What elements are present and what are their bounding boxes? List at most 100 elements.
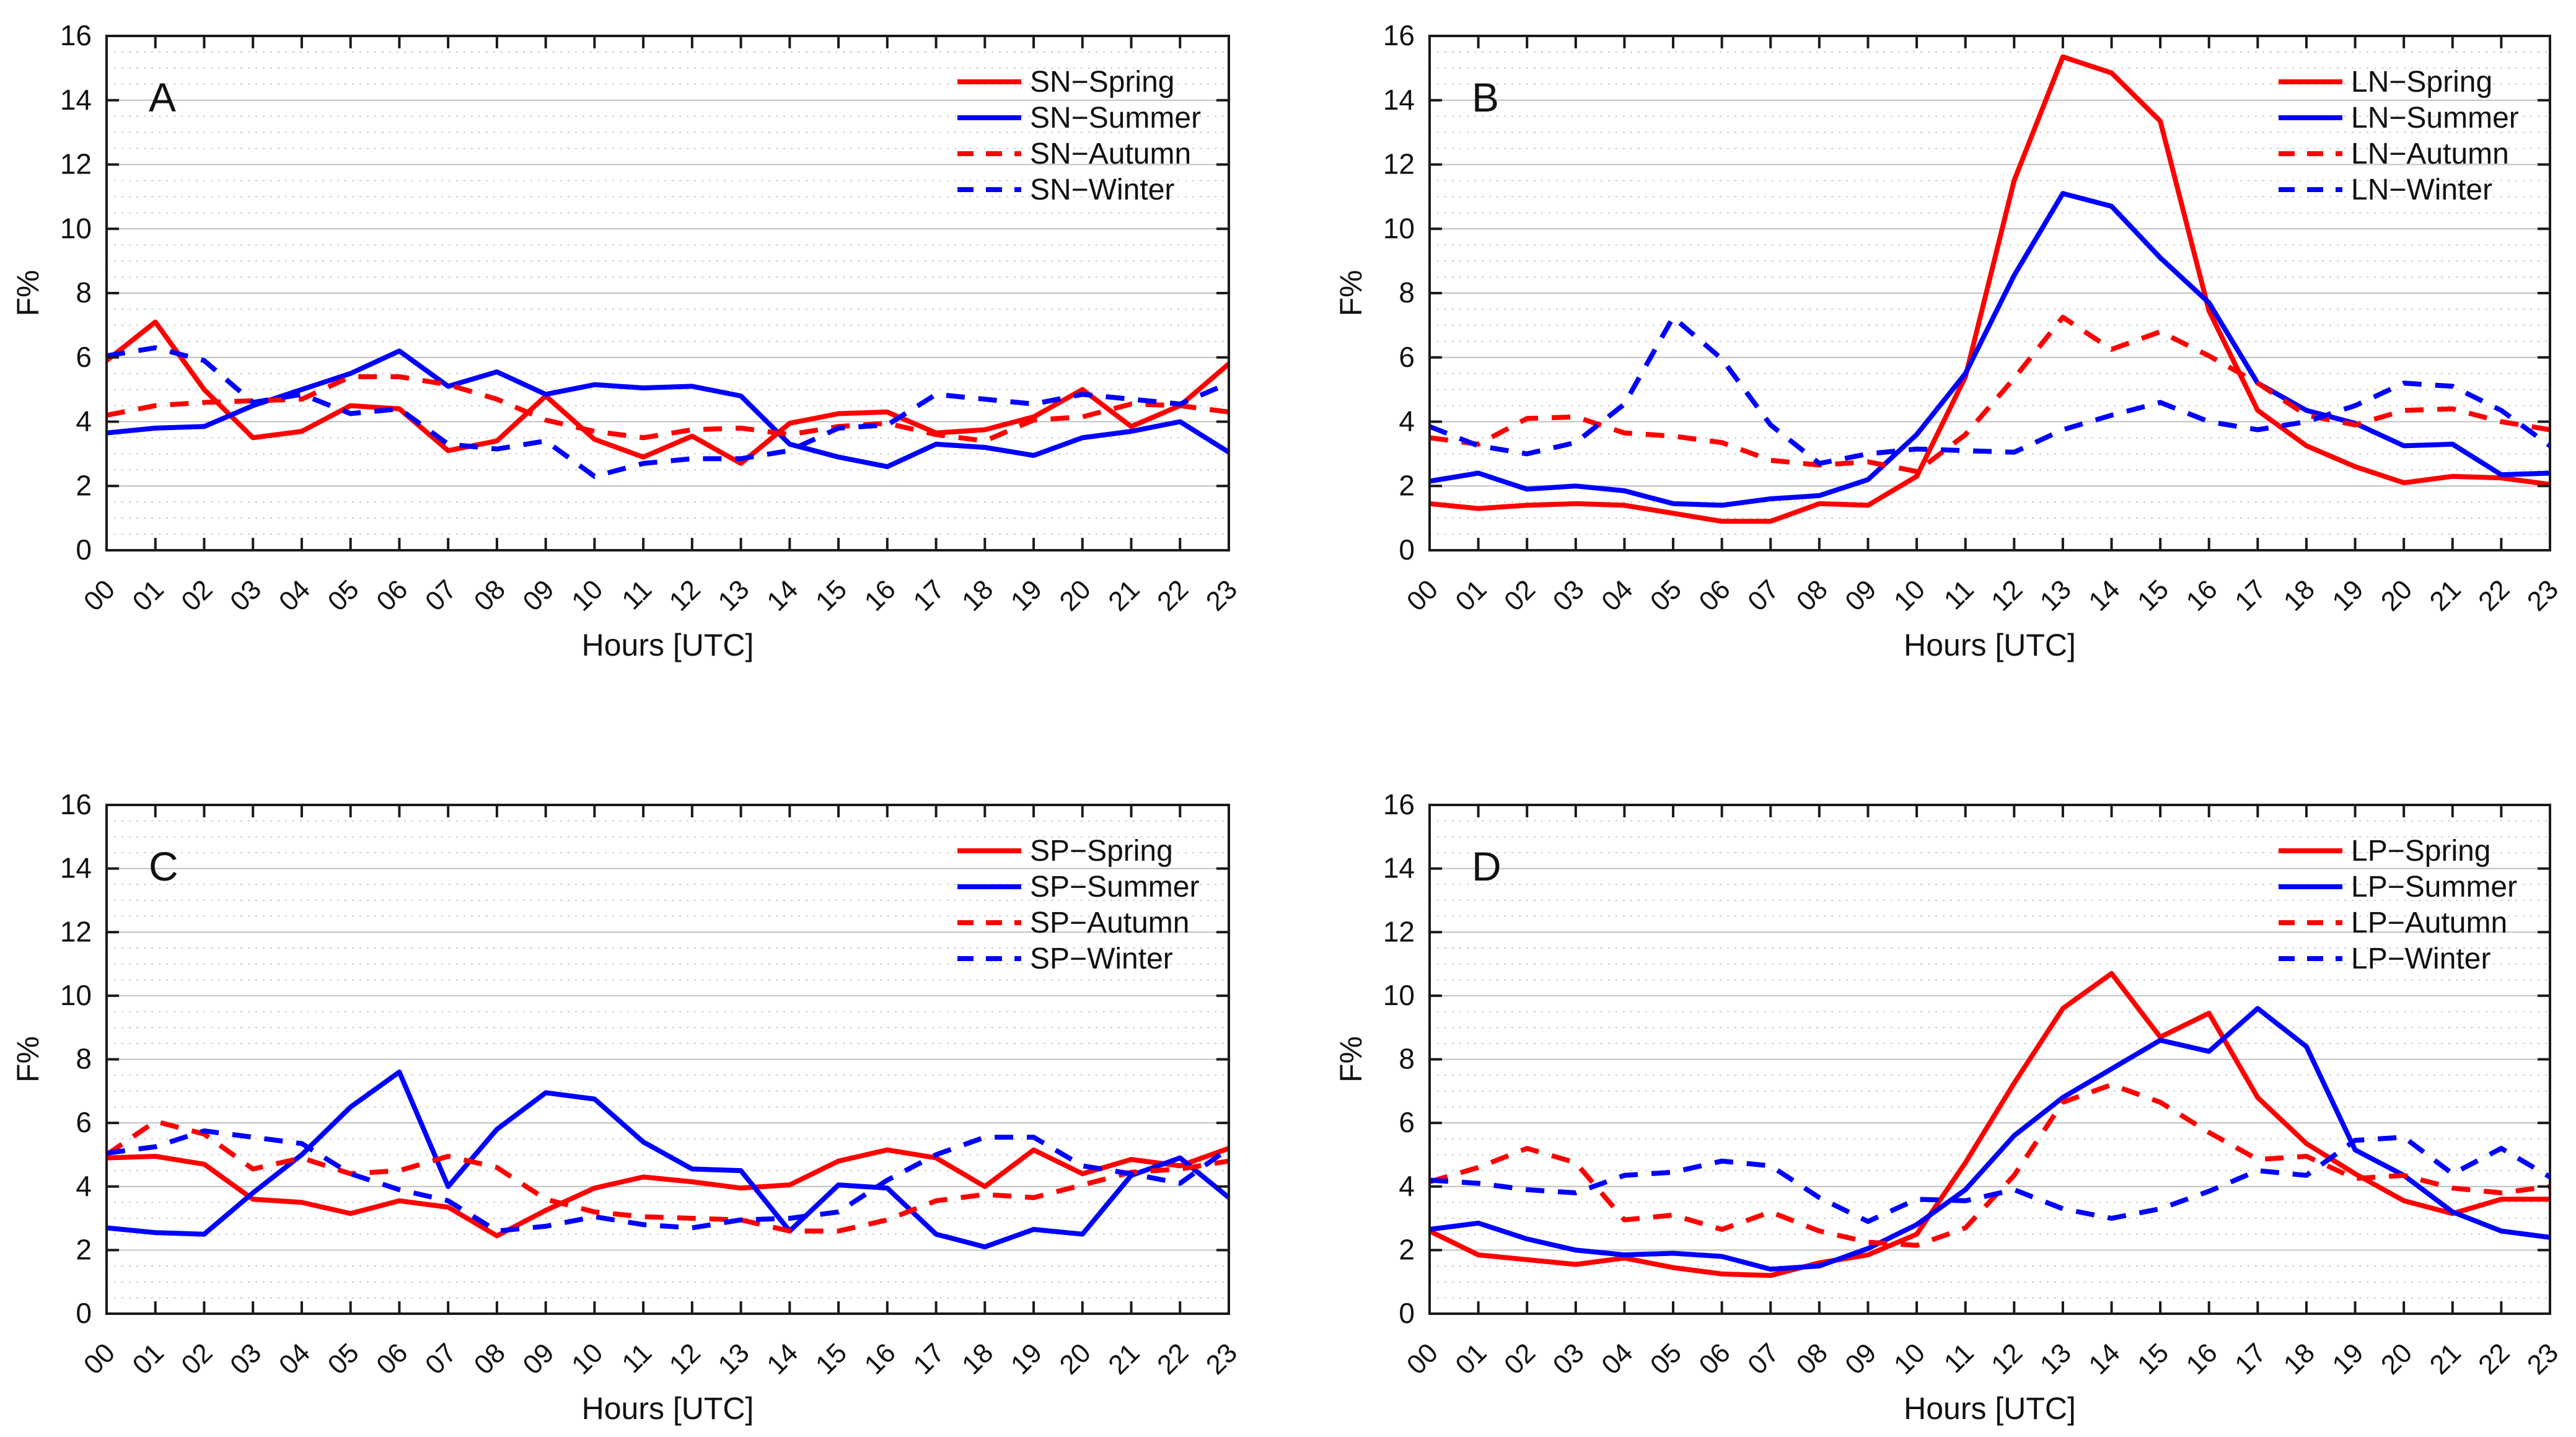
y-tick-label: 14 bbox=[1383, 84, 1415, 116]
x-tick-label: 06 bbox=[371, 574, 413, 617]
x-tick-label: 00 bbox=[78, 574, 121, 617]
y-tick-label: 6 bbox=[76, 1106, 92, 1138]
x-tick-label: 22 bbox=[1151, 574, 1194, 617]
legend-item-sn-summer: SN−Summer bbox=[957, 102, 1201, 134]
y-tick-label: 6 bbox=[76, 341, 92, 373]
legend-label: SN−Autumn bbox=[1030, 138, 1191, 170]
y-tick-label: 12 bbox=[60, 148, 92, 180]
series-line-ln-autumn bbox=[1429, 314, 2551, 474]
series-line-lp-winter bbox=[1429, 1135, 2552, 1224]
panel-a: 0 2 4 6 8 10 12 14 16 00 01 02 03 04 05 06 07 08 09 10 11 12 1… bbox=[0, 0, 1288, 719]
legend-item-sp-winter: SP−Winter bbox=[957, 943, 1173, 975]
x-tick-label: 10 bbox=[566, 574, 609, 617]
x-tick-label: 09 bbox=[1839, 574, 1882, 617]
x-tick-label: 19 bbox=[1005, 1337, 1048, 1380]
series-line-sn-winter bbox=[106, 345, 1230, 479]
x-tick-label: 16 bbox=[2181, 574, 2223, 617]
x-tick-label: 23 bbox=[2521, 574, 2564, 617]
series-line-sp-autumn bbox=[105, 1118, 1229, 1234]
series-line-ln-spring bbox=[1429, 54, 2551, 524]
x-tick-label: 17 bbox=[907, 574, 950, 617]
series-line-sn-spring bbox=[105, 319, 1231, 466]
x-tick-label: 06 bbox=[371, 1337, 413, 1380]
x-tick-label: 18 bbox=[2278, 1337, 2321, 1380]
x-tick-label: 23 bbox=[2521, 1337, 2564, 1380]
x-tick-label: 19 bbox=[1005, 574, 1048, 617]
x-tick-label: 09 bbox=[517, 574, 560, 617]
y-tick-label: 4 bbox=[1399, 405, 1415, 437]
x-tick-label: 13 bbox=[2034, 574, 2077, 617]
series-line-sp-spring bbox=[106, 1146, 1230, 1239]
legend-label: LN−Autumn bbox=[2351, 138, 2509, 170]
x-tick-label: 13 bbox=[712, 1337, 755, 1380]
legend-item-sn-winter: SN−Winter bbox=[957, 174, 1174, 206]
x-tick-label: 23 bbox=[1200, 574, 1243, 617]
y-axis-label: F% bbox=[11, 1036, 45, 1083]
x-axis-label: Hours [UTC] bbox=[1904, 1391, 2076, 1426]
x-tick-label: 10 bbox=[1888, 574, 1931, 617]
x-tick-label: 22 bbox=[2473, 1337, 2515, 1380]
legend-label: SP−Autumn bbox=[1030, 907, 1189, 939]
y-axis-label: F% bbox=[1334, 270, 1368, 317]
x-tick-label: 02 bbox=[1498, 574, 1541, 617]
x-tick-label: 16 bbox=[859, 1337, 902, 1380]
x-tick-label: 20 bbox=[2375, 1337, 2418, 1380]
x-tick-label: 03 bbox=[1547, 574, 1590, 617]
x-tick-label: 22 bbox=[1151, 1337, 1194, 1380]
legend-item-ln-summer: LN−Summer bbox=[2279, 102, 2519, 134]
x-tick-label: 08 bbox=[468, 1337, 511, 1380]
x-tick-label: 07 bbox=[420, 574, 462, 617]
y-tick-label: 0 bbox=[76, 1297, 92, 1329]
x-tick-label: 00 bbox=[1401, 1337, 1444, 1380]
y-tick-label: 10 bbox=[60, 212, 92, 244]
legend-item-ln-autumn: LN−Autumn bbox=[2279, 138, 2509, 170]
x-tick-label: 11 bbox=[1938, 1337, 1980, 1379]
legend-label: SP−Winter bbox=[1030, 943, 1173, 975]
y-axis-label: F% bbox=[1334, 1036, 1368, 1083]
x-tick-label: 12 bbox=[664, 1337, 706, 1380]
y-tick-label: 12 bbox=[1383, 148, 1415, 180]
x-axis-label: Hours [UTC] bbox=[582, 628, 754, 662]
x-tick-label: 04 bbox=[273, 1337, 316, 1380]
panel-letter-c: C bbox=[149, 843, 178, 889]
y-tick-label: 12 bbox=[1383, 915, 1415, 947]
legend-label: LN−Winter bbox=[2351, 174, 2492, 206]
y-tick-label: 14 bbox=[60, 852, 92, 884]
x-tick-label: 05 bbox=[322, 1337, 365, 1380]
y-tick-label: 4 bbox=[76, 1170, 92, 1202]
panel-letter-b: B bbox=[1472, 74, 1499, 120]
panel-b: 0 2 4 6 8 10 12 14 16 00 01 02 03 04 05 06 07 08 09 10 11 12 1… bbox=[1288, 0, 2576, 719]
x-tick-label: 02 bbox=[175, 574, 218, 617]
y-axis-label: F% bbox=[11, 270, 45, 317]
legend-item-sp-spring: SP−Spring bbox=[957, 835, 1173, 868]
y-tick-label: 16 bbox=[60, 788, 92, 820]
y-tick-label: 10 bbox=[60, 979, 92, 1011]
x-tick-label: 08 bbox=[1791, 1337, 1834, 1380]
y-tick-label: 6 bbox=[1399, 1106, 1415, 1138]
series-line-lp-summer bbox=[1429, 1006, 2551, 1272]
x-tick-label: 13 bbox=[712, 574, 755, 617]
x-tick-label: 15 bbox=[810, 574, 853, 617]
x-tick-label: 07 bbox=[1742, 574, 1785, 617]
x-tick-label: 21 bbox=[1102, 574, 1145, 617]
x-tick-label: 01 bbox=[127, 574, 170, 617]
x-tick-label: 06 bbox=[1693, 1337, 1736, 1380]
y-tick-label: 2 bbox=[1399, 1233, 1415, 1265]
y-tick-label: 10 bbox=[1383, 979, 1415, 1011]
x-tick-label: 09 bbox=[1839, 1337, 1882, 1380]
x-tick-label: 17 bbox=[907, 1337, 950, 1380]
x-tick-label: 03 bbox=[1547, 1337, 1590, 1380]
x-tick-label: 05 bbox=[1645, 574, 1687, 617]
legend-item-lp-summer: LP−Summer bbox=[2279, 871, 2517, 903]
x-tick-label: 01 bbox=[1449, 1337, 1492, 1380]
x-tick-label: 18 bbox=[2278, 574, 2321, 617]
legend-item-ln-spring: LN−Spring bbox=[2279, 66, 2492, 99]
y-tick-label: 4 bbox=[76, 405, 92, 437]
x-tick-label: 07 bbox=[420, 1337, 462, 1380]
legend-label: SN−Summer bbox=[1030, 102, 1201, 134]
legend-label: LP−Winter bbox=[2351, 943, 2490, 975]
